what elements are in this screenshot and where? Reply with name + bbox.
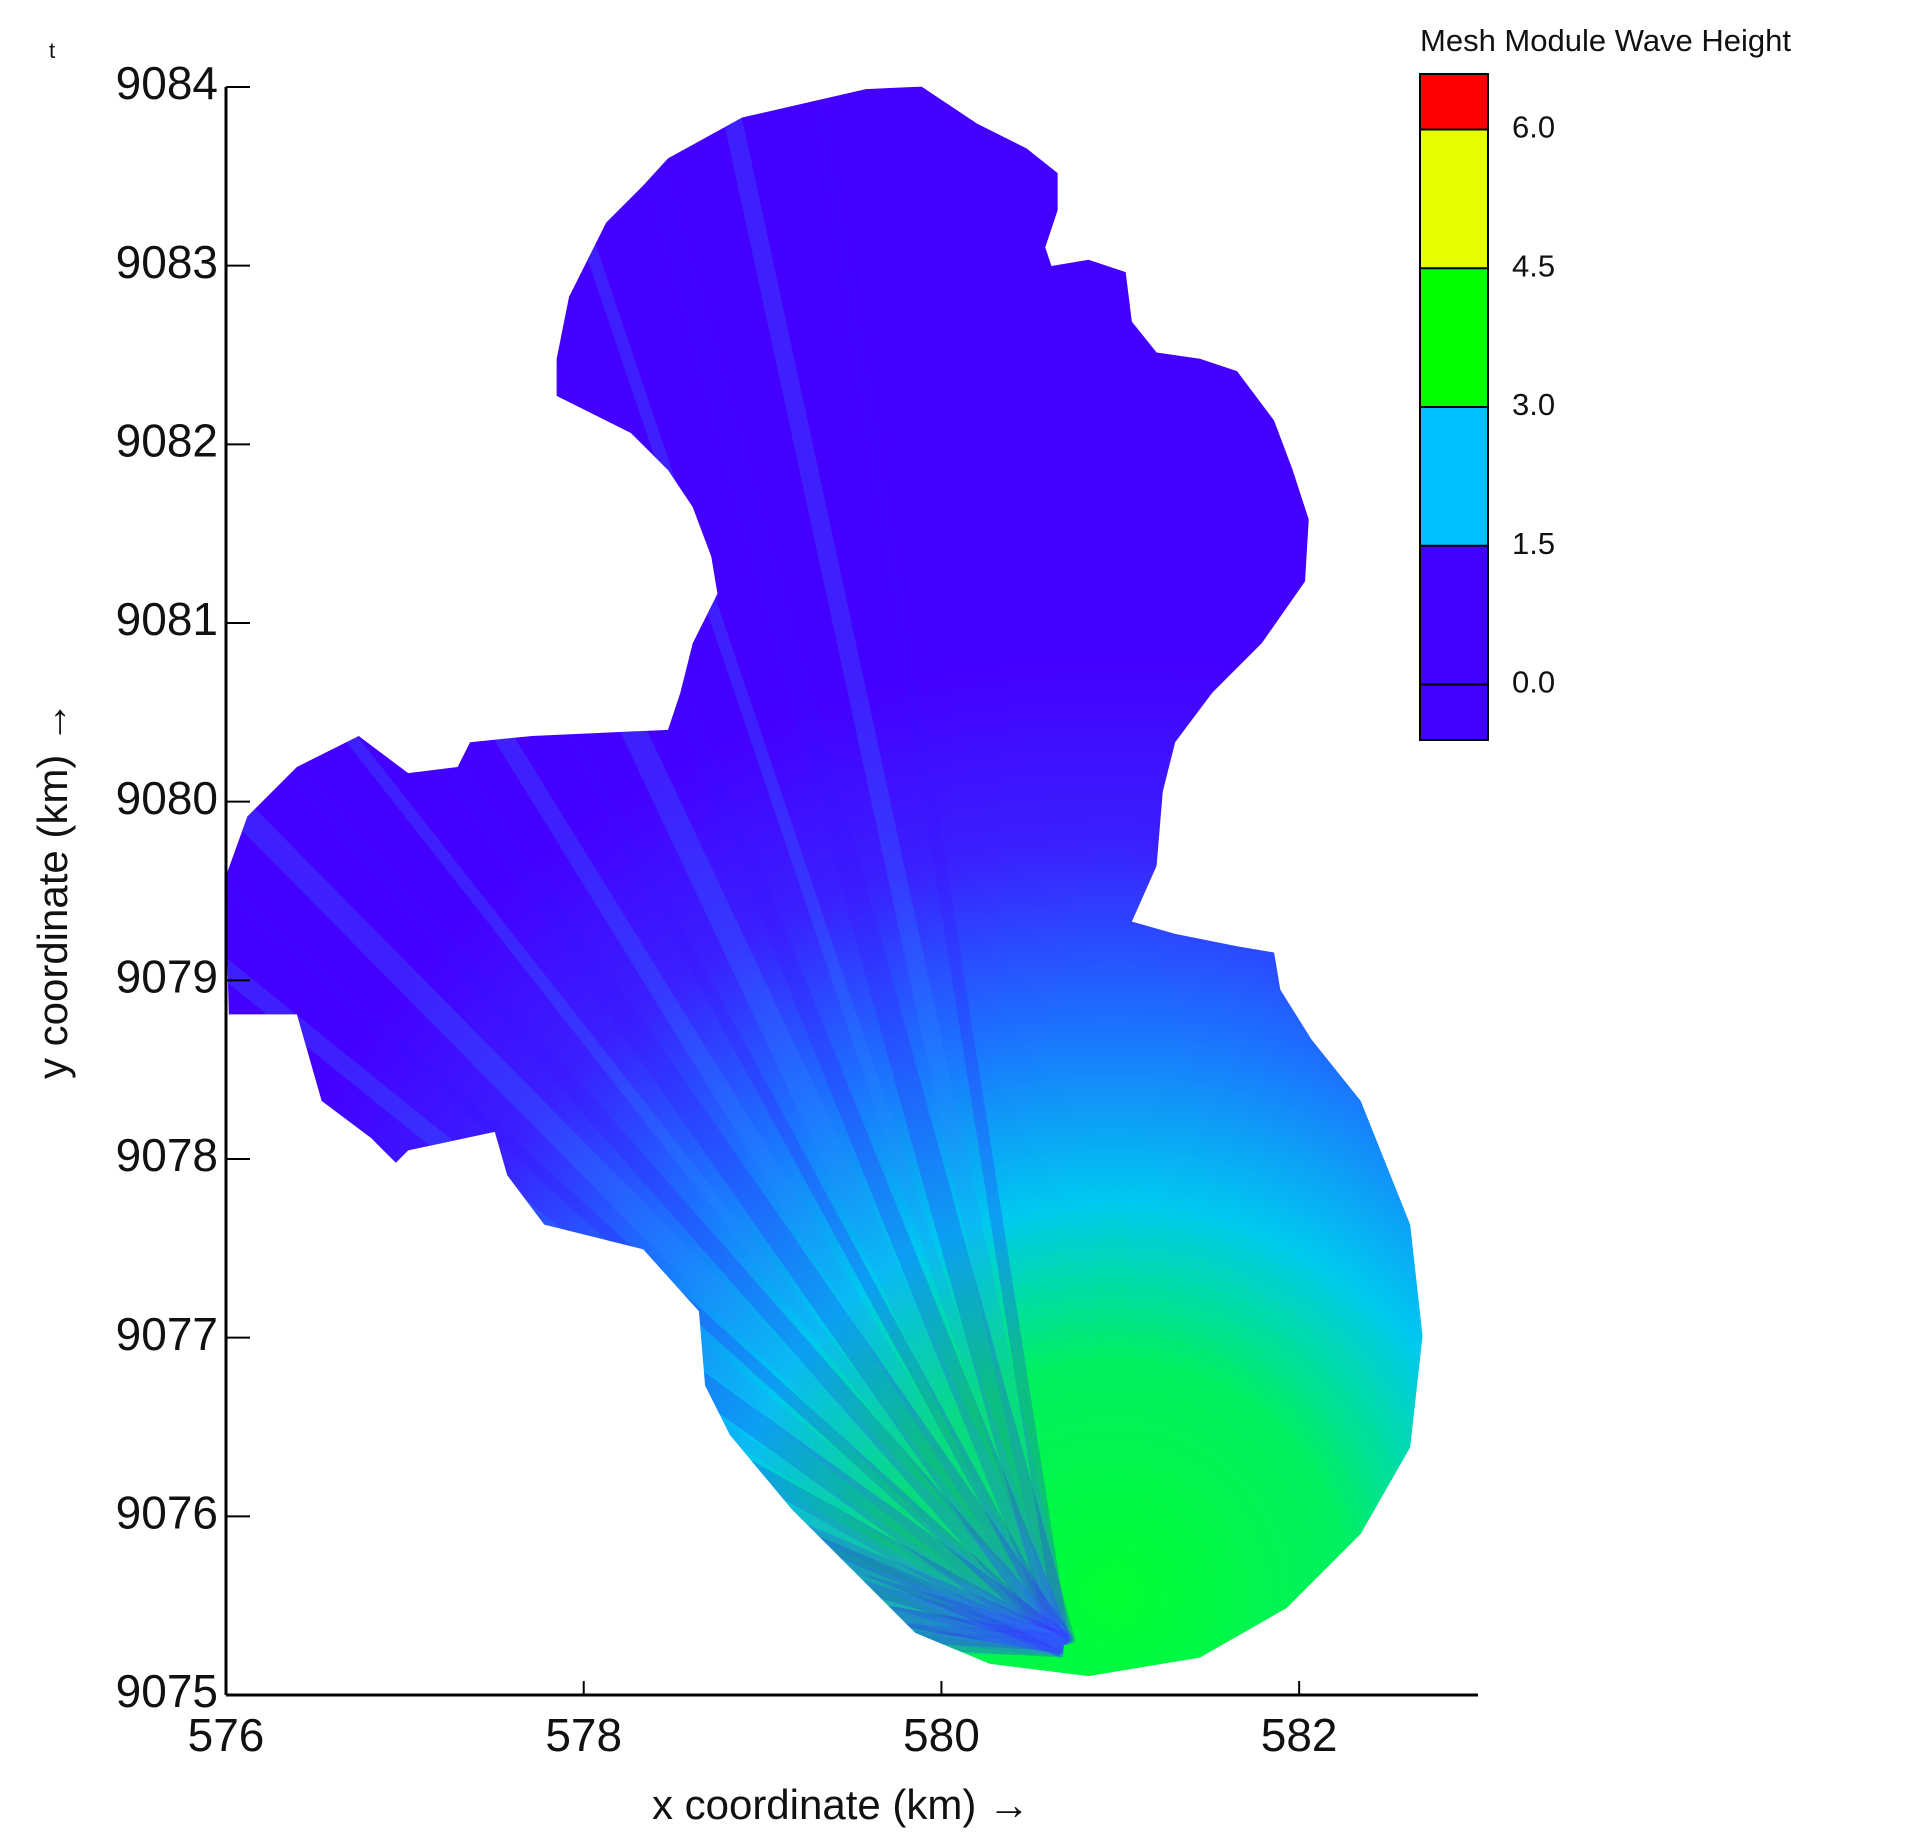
y-tick-label: 9079 xyxy=(116,950,218,1002)
colorbar-band xyxy=(1420,684,1488,740)
colorbar-tick-label: 1.5 xyxy=(1512,526,1555,561)
x-axis-label: x coordinate (km) → xyxy=(652,1781,1030,1828)
y-tick-label: 9075 xyxy=(116,1665,218,1717)
y-tick-label: 9081 xyxy=(116,593,218,645)
x-tick-label: 576 xyxy=(188,1709,265,1761)
wave-streak xyxy=(225,479,1068,1650)
wave-streak xyxy=(502,86,1070,1648)
x-tick-label: 578 xyxy=(545,1709,622,1761)
wave-streak xyxy=(589,86,1076,1649)
annotation: t xyxy=(49,38,55,63)
y-tick-label: 9083 xyxy=(116,236,218,288)
colorbar-tick-label: 0.0 xyxy=(1512,665,1555,700)
colorbar-band xyxy=(1420,129,1488,269)
y-tick-label: 9080 xyxy=(116,772,218,824)
wave-streak xyxy=(225,279,1069,1650)
wave-field xyxy=(225,86,1423,1677)
y-axis-label: y coordinate (km) → xyxy=(29,701,76,1079)
wave-streak xyxy=(225,550,1070,1653)
y-tick-label: 9084 xyxy=(116,57,218,109)
wave-streak xyxy=(786,86,1070,1647)
colorbar-band xyxy=(1420,268,1488,407)
wave-streak xyxy=(225,340,1071,1652)
y-tick-label: 9076 xyxy=(116,1486,218,1538)
wave-streak xyxy=(225,404,1073,1654)
colorbar-tick-label: 3.0 xyxy=(1512,387,1555,422)
y-tick-label: 9078 xyxy=(116,1129,218,1181)
colorbar-title: Mesh Module Wave Height xyxy=(1420,23,1791,58)
colorbar-tick-label: 6.0 xyxy=(1512,110,1555,145)
y-tick-label: 9082 xyxy=(116,414,218,466)
colorbar-band xyxy=(1420,407,1488,546)
colorbar-band xyxy=(1420,74,1488,130)
y-tick-label: 9077 xyxy=(116,1308,218,1360)
wave-streak xyxy=(687,86,1073,1648)
colorbar-band xyxy=(1420,545,1488,685)
x-tick-label: 580 xyxy=(903,1709,980,1761)
colorbar-tick-label: 4.5 xyxy=(1512,248,1555,283)
x-tick-label: 582 xyxy=(1261,1709,1338,1761)
